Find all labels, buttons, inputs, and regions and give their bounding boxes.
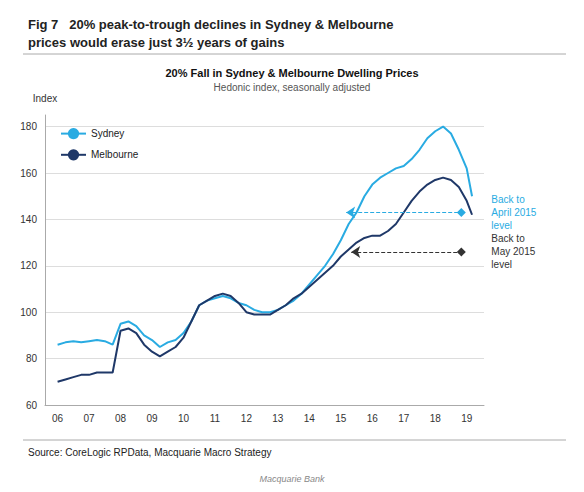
svg-text:10: 10 [178,413,190,424]
svg-text:120: 120 [20,260,37,271]
svg-text:16: 16 [367,413,379,424]
svg-text:April 2015: April 2015 [491,207,536,218]
svg-text:level: level [491,220,512,231]
svg-text:08: 08 [115,413,127,424]
svg-text:06: 06 [52,413,64,424]
svg-text:80: 80 [26,353,38,364]
svg-text:18: 18 [430,413,442,424]
svg-text:180: 180 [20,121,37,132]
svg-text:prices would erase just 3½ yea: prices would erase just 3½ years of gain… [28,35,285,50]
svg-text:19: 19 [461,413,473,424]
svg-text:11: 11 [210,413,221,424]
svg-text:Source: CoreLogic RPData, Macq: Source: CoreLogic RPData, Macquarie Macr… [28,447,271,458]
svg-text:13: 13 [272,413,284,424]
svg-text:14: 14 [304,413,316,424]
svg-text:May 2015: May 2015 [491,246,535,257]
svg-text:Hedonic index, seasonally adju: Hedonic index, seasonally adjusted [214,82,371,93]
svg-text:09: 09 [146,413,158,424]
svg-text:15: 15 [335,413,347,424]
svg-text:Fig 7 20% peak-to-trough dec: Fig 7 20% peak-to-trough declines in Syd… [28,17,394,32]
svg-text:Sydney: Sydney [91,128,124,139]
svg-text:level: level [491,259,512,270]
svg-text:07: 07 [83,413,95,424]
svg-text:20% Fall in Sydney & Melbourne: 20% Fall in Sydney & Melbourne Dwelling … [165,67,418,79]
svg-text:160: 160 [20,168,37,179]
svg-text:Macquarie Bank: Macquarie Bank [259,474,325,484]
svg-text:Melbourne: Melbourne [91,149,139,160]
svg-text:140: 140 [20,214,37,225]
svg-text:Index: Index [33,93,57,104]
svg-text:100: 100 [20,307,37,318]
svg-text:Back to: Back to [491,233,525,244]
svg-text:60: 60 [26,400,38,411]
svg-text:12: 12 [241,413,253,424]
svg-text:Back to: Back to [491,194,525,205]
svg-text:17: 17 [398,413,410,424]
